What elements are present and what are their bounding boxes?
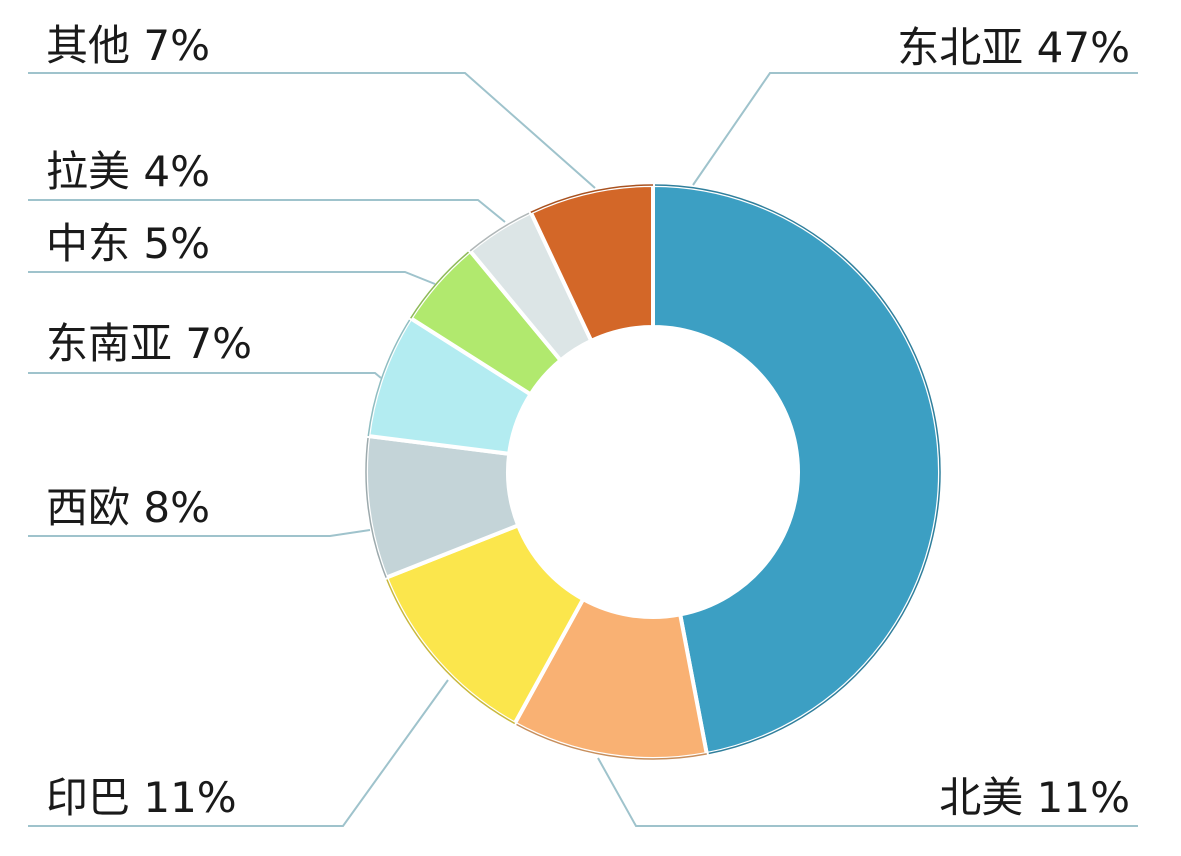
slice-edge-7 — [530, 184, 654, 213]
slice-edge-1 — [514, 722, 707, 760]
leader-line-6 — [28, 199, 506, 223]
data-label-2: 印巴 11% — [46, 773, 237, 822]
leader-line-7 — [28, 72, 596, 189]
slice-edge-3 — [365, 435, 387, 578]
leader-line-5 — [28, 271, 436, 285]
leader-line-0 — [692, 72, 1138, 186]
slice-0 — [651, 182, 942, 757]
leader-line-1 — [597, 757, 1138, 827]
leader-line-4 — [28, 372, 382, 379]
leader-line-2 — [28, 679, 449, 827]
slice-edge-2 — [385, 577, 516, 725]
data-label-6: 拉美 4% — [46, 147, 210, 196]
slice-edge-5 — [410, 250, 471, 319]
data-label-1: 北美 11% — [939, 773, 1130, 822]
data-label-0: 东北亚 47% — [897, 23, 1130, 72]
slice-edge-0 — [652, 184, 941, 755]
slice-edge-6 — [469, 211, 532, 252]
leader-line-3 — [28, 529, 371, 537]
data-label-3: 西欧 8% — [46, 483, 210, 532]
data-label-7: 其他 7% — [46, 21, 210, 70]
slice-edge-4 — [367, 317, 412, 437]
data-label-5: 中东 5% — [46, 219, 210, 268]
data-label-4: 东南亚 7% — [46, 319, 252, 368]
